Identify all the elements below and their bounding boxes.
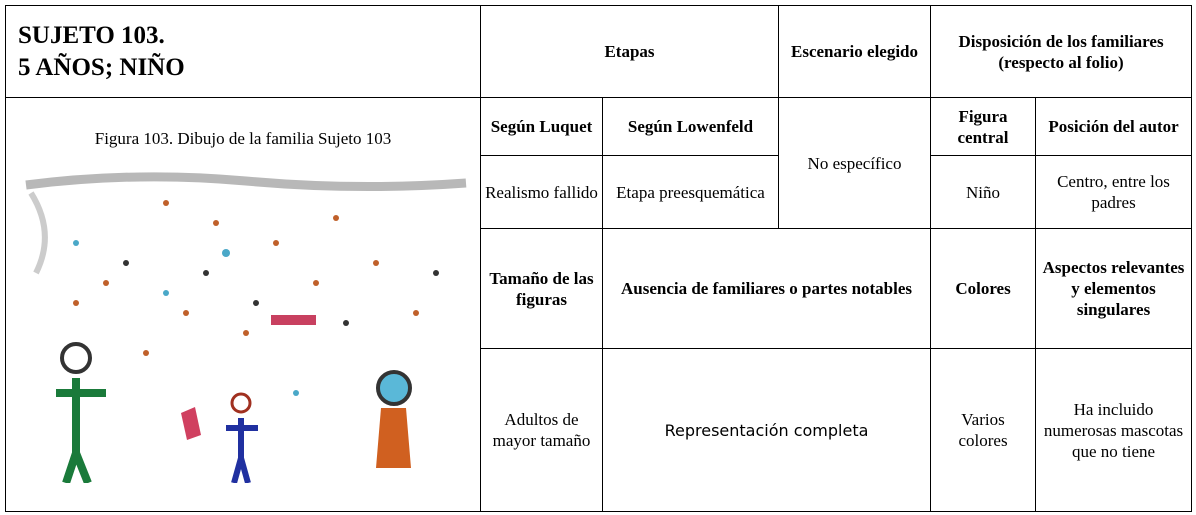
value-cell: Realismo fallido — [480, 155, 603, 229]
subheader-cell: Según Lowenfeld — [601, 97, 780, 156]
value-cell: Niño — [930, 155, 1037, 229]
header-cell: Aspectos relevantes y elementos singular… — [1035, 228, 1193, 349]
value-cell: Ha incluido numerosas mascotas que no ti… — [1035, 348, 1193, 512]
header-cell: Colores — [930, 228, 1037, 349]
title-line: SUJETO 103. — [18, 21, 165, 49]
subject-table: SUJETO 103. 5 AÑOS; NIÑO Etapas Escenario… — [5, 5, 1193, 512]
header-cell: Etapas — [479, 5, 780, 98]
value-cell: Centro, entre los padres — [1035, 155, 1193, 229]
subheader-cell: Según Luquet — [480, 97, 603, 156]
value-cell: Varios colores — [930, 348, 1037, 512]
value-cell: Adultos de mayor tamaño — [480, 348, 603, 512]
header-cell: Disposición de los familiares (respecto a… — [930, 5, 1193, 98]
family-drawing — [24, 172, 466, 485]
header-line: Disposición de los familiares — [958, 31, 1164, 51]
title-line: 5 AÑOS; NIÑO — [18, 53, 185, 81]
subheader-cell: Figura central — [930, 97, 1037, 156]
header-cell: Tamaño de las figuras — [480, 228, 603, 349]
value-cell: No específico — [778, 97, 932, 229]
header-line: (respecto al folio) — [998, 52, 1124, 72]
header-cell: Escenario elegido — [778, 5, 932, 98]
figure-cell: Figura 103. Dibujo de la familia Sujeto … — [5, 97, 481, 512]
value-cell: Etapa preesquemática — [601, 155, 780, 229]
header-cell: Ausencia de familiares o partes notables — [601, 228, 932, 349]
title-cell: SUJETO 103. 5 AÑOS; NIÑO — [5, 5, 481, 98]
figure-caption: Figura 103. Dibujo de la familia Sujeto … — [94, 129, 392, 148]
subheader-cell: Posición del autor — [1035, 97, 1193, 156]
value-cell: Representación completa — [601, 348, 932, 512]
